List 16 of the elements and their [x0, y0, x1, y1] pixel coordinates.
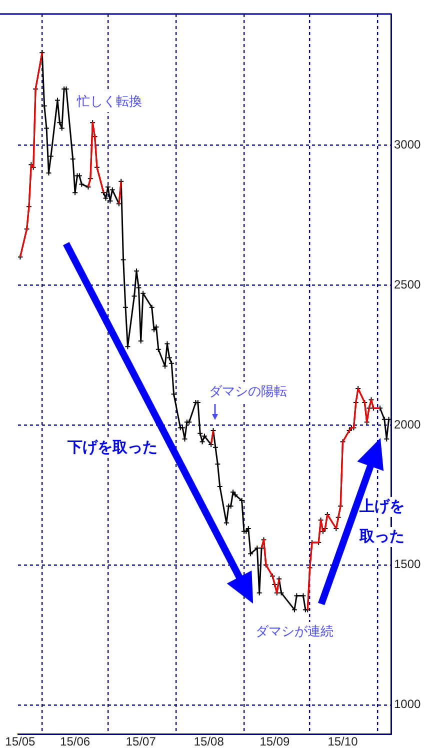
x-tick-label: 15/09	[260, 734, 290, 749]
x-tick-label: 15/08	[194, 734, 224, 749]
annotation: ダマシが連続	[256, 624, 334, 640]
x-tick-label: 15/05	[5, 734, 36, 749]
y-tick-label: 2500	[394, 277, 422, 292]
y-tick-label: 1000	[394, 697, 422, 712]
y-tick-label: 1500	[394, 557, 422, 572]
x-tick-label: 15/06	[60, 734, 90, 749]
annotation: 忙しく転換	[76, 94, 142, 110]
annotation: 下げを取った	[66, 438, 158, 456]
x-tick-label: 15/07	[126, 734, 156, 749]
annotation: ダマシの陽転	[208, 384, 287, 400]
x-tick-label: 15/10	[328, 734, 358, 749]
y-tick-label: 3000	[394, 137, 422, 152]
y-tick-label: 2000	[394, 417, 422, 432]
annotation: 上げを取った	[358, 496, 405, 545]
